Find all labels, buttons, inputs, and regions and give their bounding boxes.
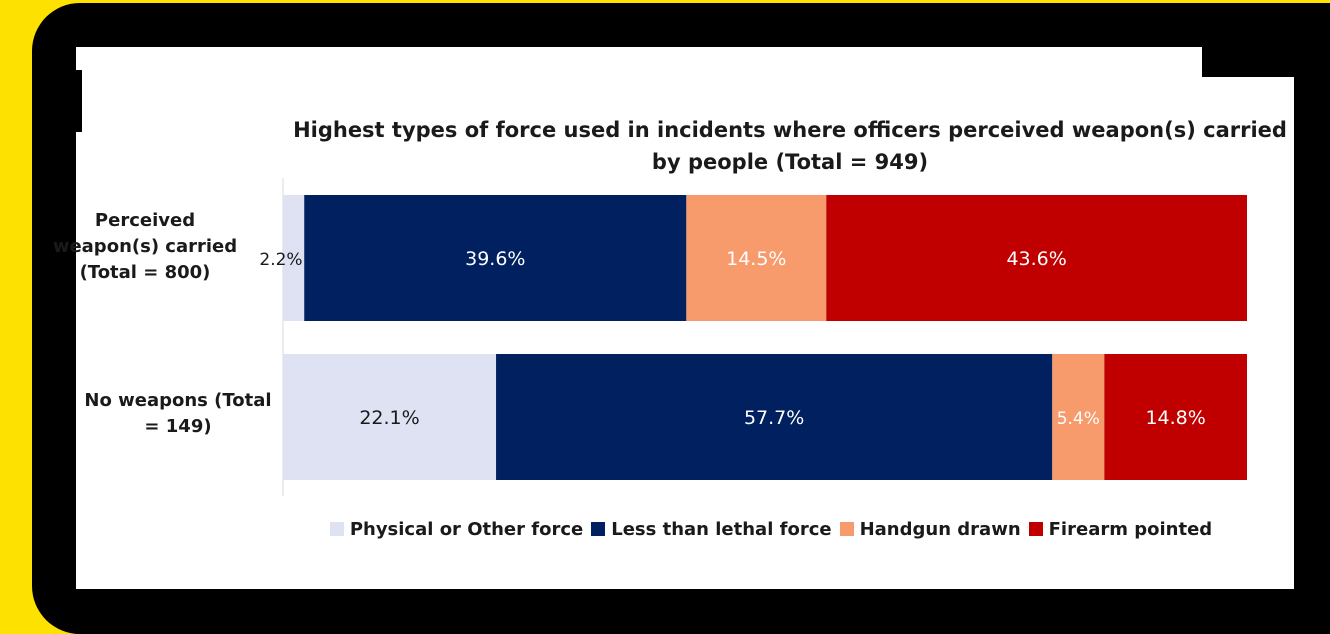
bar-segment bbox=[1052, 354, 1105, 480]
data-label: 22.1% bbox=[359, 407, 419, 429]
legend: Physical or Other force Less than lethal… bbox=[266, 515, 1276, 543]
category-label-text: Perceived weapon(s) carried (Total = 800… bbox=[52, 210, 238, 283]
bar-segment bbox=[304, 195, 687, 321]
bar-segment bbox=[686, 195, 827, 321]
bar-segment bbox=[283, 354, 497, 480]
bar-segment bbox=[826, 195, 1247, 321]
legend-item-firearm: Firearm pointed bbox=[1028, 518, 1213, 540]
data-label: 14.5% bbox=[726, 248, 786, 270]
category-label-perceived: Perceived weapon(s) carried (Total = 800… bbox=[40, 208, 250, 286]
cropped-corner-mark bbox=[1202, 47, 1294, 77]
legend-label: Physical or Other force bbox=[349, 518, 584, 540]
data-label: 57.7% bbox=[744, 407, 804, 429]
data-label: 14.8% bbox=[1145, 407, 1205, 429]
cropped-edge-mark bbox=[76, 70, 82, 132]
legend-swatch bbox=[1028, 522, 1043, 536]
data-label: 2.2% bbox=[259, 250, 302, 270]
legend-label: Less than lethal force bbox=[611, 518, 832, 540]
bar-segment bbox=[496, 354, 1053, 480]
legend-item-handgun: Handgun drawn bbox=[839, 518, 1021, 540]
legend-label: Firearm pointed bbox=[1048, 518, 1213, 540]
data-label: 39.6% bbox=[465, 248, 525, 270]
legend-swatch bbox=[839, 522, 854, 536]
category-label-text: No weapons (Total = 149) bbox=[84, 390, 272, 437]
bar-segment bbox=[1104, 354, 1247, 480]
legend-swatch bbox=[591, 522, 606, 536]
data-label: 5.4% bbox=[1057, 409, 1100, 429]
bar-segment bbox=[283, 195, 305, 321]
legend-swatch bbox=[329, 522, 344, 536]
legend-item-physical: Physical or Other force bbox=[329, 518, 584, 540]
legend-item-less-lethal: Less than lethal force bbox=[591, 518, 832, 540]
category-label-no-weapons: No weapons (Total = 149) bbox=[78, 388, 278, 440]
chart-title: Highest types of force used in incidents… bbox=[293, 118, 1287, 174]
legend-label: Handgun drawn bbox=[859, 518, 1021, 540]
data-label: 43.6% bbox=[1006, 248, 1066, 270]
